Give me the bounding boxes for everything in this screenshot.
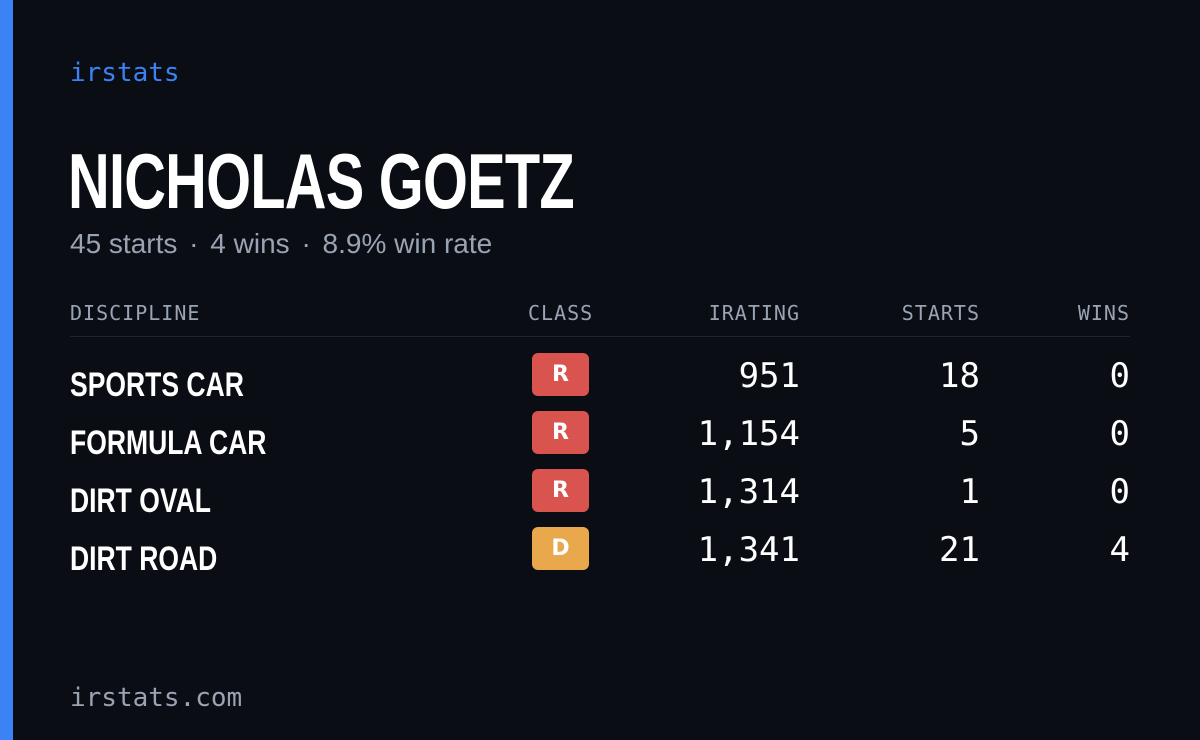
- table-row: FORMULA CAR R 1,154 5 0: [70, 411, 1130, 469]
- summary-separator: ·: [189, 228, 199, 259]
- irating-value: 1,341: [697, 530, 800, 570]
- wins-value: 0: [1109, 414, 1130, 454]
- discipline-name: SPORTS CAR: [70, 366, 244, 404]
- starts-value: 18: [939, 356, 980, 396]
- starts-value: 1: [959, 472, 980, 512]
- wins-value: 0: [1109, 472, 1130, 512]
- class-badge: R: [532, 469, 589, 512]
- table-header: DISCIPLINE CLASS IRATING STARTS WINS: [70, 298, 1130, 337]
- irating-value: 1,154: [697, 414, 800, 454]
- table-row: SPORTS CAR R 951 18 0: [70, 353, 1130, 411]
- driver-summary: 45 starts · 4 wins · 8.9% win rate: [70, 226, 492, 262]
- irating-value: 951: [738, 356, 800, 396]
- discipline-name: FORMULA CAR: [70, 424, 267, 462]
- irating-value: 1,314: [697, 472, 800, 512]
- brand-logo: irstats: [70, 58, 180, 88]
- accent-bar: [0, 0, 13, 740]
- footer-url: irstats.com: [70, 683, 243, 713]
- summary-win-rate: 8.9% win rate: [322, 228, 493, 259]
- table-body: SPORTS CAR R 951 18 0 FORMULA CAR R 1,15…: [70, 337, 1130, 585]
- table-row: DIRT ROAD D 1,341 21 4: [70, 527, 1130, 585]
- summary-starts: 45 starts: [70, 228, 178, 259]
- header-starts: STARTS: [901, 301, 980, 325]
- driver-name: NICHOLAS GOETZ: [68, 137, 575, 225]
- wins-value: 0: [1109, 356, 1130, 396]
- summary-wins: 4 wins: [210, 228, 290, 259]
- starts-value: 21: [939, 530, 980, 570]
- header-irating: IRATING: [708, 301, 800, 325]
- header-discipline: DISCIPLINE: [70, 301, 201, 325]
- discipline-name: DIRT ROAD: [70, 540, 218, 578]
- discipline-name: DIRT OVAL: [70, 482, 211, 520]
- class-badge: R: [532, 353, 589, 396]
- starts-value: 5: [959, 414, 980, 454]
- header-class: CLASS: [528, 301, 594, 325]
- table-row: DIRT OVAL R 1,314 1 0: [70, 469, 1130, 527]
- summary-separator: ·: [301, 228, 311, 259]
- header-wins: WINS: [1077, 301, 1130, 325]
- class-badge: D: [532, 527, 589, 570]
- class-badge: R: [532, 411, 589, 454]
- stats-table: DISCIPLINE CLASS IRATING STARTS WINS SPO…: [70, 298, 1130, 585]
- wins-value: 4: [1109, 530, 1130, 570]
